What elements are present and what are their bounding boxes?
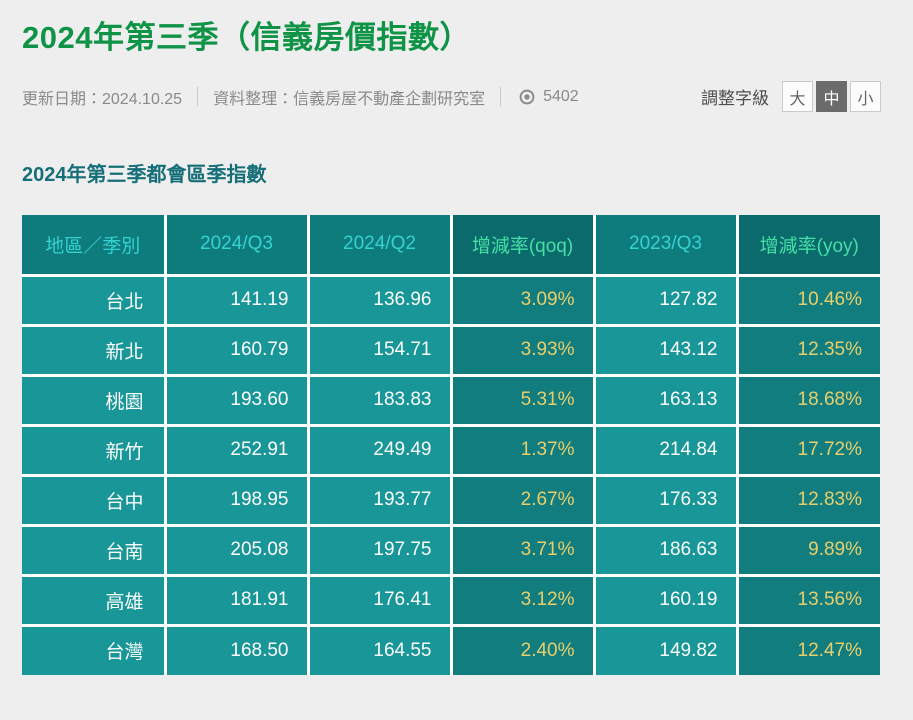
meta-row: 更新日期：2024.10.25 資料整理：信義房屋不動產企劃研究室 5402 調…	[22, 81, 881, 112]
yoy-cell: 12.83%	[735, 473, 880, 527]
value-cell: 249.49	[306, 423, 453, 477]
value-cell: 186.63	[592, 523, 739, 577]
column-header-qoq: 增減率(qoq)	[449, 215, 596, 277]
yoy-cell: 12.47%	[735, 623, 880, 675]
value-cell: 205.08	[163, 523, 310, 577]
column-header-2024q3: 2024/Q3	[163, 215, 310, 277]
table-header-row: 地區／季別 2024/Q3 2024/Q2 增減率(qoq) 2023/Q3 增…	[22, 215, 880, 277]
value-cell: 176.33	[592, 473, 739, 527]
region-cell: 台南	[22, 523, 167, 577]
value-cell: 136.96	[306, 273, 453, 327]
eye-icon	[518, 88, 543, 106]
font-size-medium-button[interactable]: 中	[816, 81, 847, 112]
qoq-cell: 3.12%	[449, 573, 596, 627]
table-row: 台灣 168.50 164.55 2.40% 149.82 12.47%	[22, 623, 880, 675]
qoq-cell: 3.71%	[449, 523, 596, 577]
value-cell: 163.13	[592, 373, 739, 427]
value-cell: 214.84	[592, 423, 739, 477]
region-cell: 台中	[22, 473, 167, 527]
value-cell: 127.82	[592, 273, 739, 327]
region-cell: 台北	[22, 273, 167, 327]
table-header: 地區／季別 2024/Q3 2024/Q2 增減率(qoq) 2023/Q3 增…	[22, 215, 880, 277]
value-cell: 183.83	[306, 373, 453, 427]
qoq-cell: 2.67%	[449, 473, 596, 527]
value-cell: 168.50	[163, 623, 310, 675]
value-cell: 143.12	[592, 323, 739, 377]
region-cell: 新竹	[22, 423, 167, 477]
region-cell: 桃園	[22, 373, 167, 427]
font-size-controls: 調整字級 大 中 小	[701, 81, 881, 112]
price-index-table: 地區／季別 2024/Q3 2024/Q2 增減率(qoq) 2023/Q3 增…	[22, 215, 880, 675]
qoq-cell: 1.37%	[449, 423, 596, 477]
qoq-cell: 3.09%	[449, 273, 596, 327]
value-cell: 193.77	[306, 473, 453, 527]
region-cell: 高雄	[22, 573, 167, 627]
value-cell: 149.82	[592, 623, 739, 675]
column-header-2024q2: 2024/Q2	[306, 215, 453, 277]
value-cell: 160.19	[592, 573, 739, 627]
value-cell: 181.91	[163, 573, 310, 627]
value-cell: 193.60	[163, 373, 310, 427]
data-source: 資料整理：信義房屋不動產企劃研究室	[213, 90, 486, 108]
yoy-cell: 13.56%	[735, 573, 880, 627]
region-cell: 台灣	[22, 623, 167, 675]
column-header-region: 地區／季別	[22, 215, 167, 277]
qoq-cell: 5.31%	[449, 373, 596, 427]
font-size-label: 調整字級	[701, 89, 769, 108]
value-cell: 176.41	[306, 573, 453, 627]
column-header-2023q3: 2023/Q3	[592, 215, 739, 277]
table-row: 台南 205.08 197.75 3.71% 186.63 9.89%	[22, 523, 880, 577]
value-cell: 160.79	[163, 323, 310, 377]
yoy-cell: 12.35%	[735, 323, 880, 377]
page-title: 2024年第三季（信義房價指數）	[22, 20, 471, 55]
font-size-small-button[interactable]: 小	[850, 81, 881, 112]
font-size-large-button[interactable]: 大	[782, 81, 813, 112]
yoy-cell: 9.89%	[735, 523, 880, 577]
meta-divider	[500, 87, 502, 106]
value-cell: 252.91	[163, 423, 310, 477]
table-body: 台北 141.19 136.96 3.09% 127.82 10.46% 新北 …	[22, 273, 880, 675]
table-row: 台北 141.19 136.96 3.09% 127.82 10.46%	[22, 273, 880, 327]
value-cell: 198.95	[163, 473, 310, 527]
table-row: 桃園 193.60 183.83 5.31% 163.13 18.68%	[22, 373, 880, 427]
table-row: 台中 198.95 193.77 2.67% 176.33 12.83%	[22, 473, 880, 527]
value-cell: 141.19	[163, 273, 310, 327]
table-row: 新北 160.79 154.71 3.93% 143.12 12.35%	[22, 323, 880, 377]
yoy-cell: 18.68%	[735, 373, 880, 427]
yoy-cell: 10.46%	[735, 273, 880, 327]
table-row: 新竹 252.91 249.49 1.37% 214.84 17.72%	[22, 423, 880, 477]
region-cell: 新北	[22, 323, 167, 377]
qoq-cell: 2.40%	[449, 623, 596, 675]
table-row: 高雄 181.91 176.41 3.12% 160.19 13.56%	[22, 573, 880, 627]
value-cell: 164.55	[306, 623, 453, 675]
page-container: 2024年第三季（信義房價指數） 更新日期：2024.10.25 資料整理：信義…	[22, 12, 881, 675]
qoq-cell: 3.93%	[449, 323, 596, 377]
value-cell: 154.71	[306, 323, 453, 377]
updated-date: 更新日期：2024.10.25	[22, 90, 183, 108]
column-header-yoy: 增減率(yoy)	[735, 215, 880, 277]
value-cell: 197.75	[306, 523, 453, 577]
view-counter: 5402	[518, 88, 579, 106]
yoy-cell: 17.72%	[735, 423, 880, 477]
section-title: 2024年第三季都會區季指數	[22, 164, 267, 186]
meta-divider	[197, 87, 199, 106]
view-count: 5402	[543, 87, 579, 105]
